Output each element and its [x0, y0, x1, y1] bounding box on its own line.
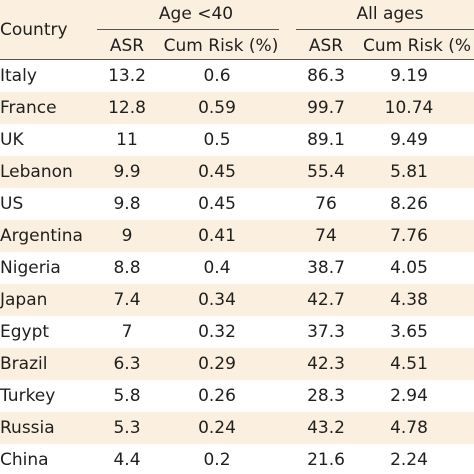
cell-asr-all: 37.3	[307, 322, 345, 342]
cell-asr-u40: 12.8	[108, 98, 146, 118]
cell-cum-all: 7.76	[390, 226, 428, 246]
cell-cum-u40: 0.5	[203, 130, 231, 150]
cell-asr-u40: 9.8	[113, 194, 141, 214]
table-row: Nigeria 8.8 0.4 38.7 4.05	[0, 252, 474, 284]
cell-asr-u40: 7.4	[113, 290, 141, 310]
cell-asr-u40: 9.9	[113, 162, 141, 182]
cell-cum-u40: 0.34	[198, 290, 236, 310]
table-row: Brazil 6.3 0.29 42.3 4.51	[0, 348, 474, 380]
cell-cum-u40: 0.29	[198, 354, 236, 374]
cell-cum-all: 4.05	[390, 258, 428, 278]
cell-cum-all: 9.19	[390, 66, 428, 86]
cell-country: France	[0, 98, 57, 118]
cell-country: UK	[0, 130, 24, 150]
cell-asr-all: 42.7	[307, 290, 345, 310]
table-row: Japan 7.4 0.34 42.7 4.38	[0, 284, 474, 316]
cell-cum-u40: 0.26	[198, 386, 236, 406]
cell-asr-all: 55.4	[307, 162, 345, 182]
cell-cum-u40: 0.45	[198, 162, 236, 182]
header-rule	[0, 59, 474, 60]
cell-cum-all: 5.81	[390, 162, 428, 182]
age-under-40-group-header: Age <40	[158, 4, 234, 24]
cell-country: Egypt	[0, 322, 50, 342]
cell-cum-all: 2.24	[390, 450, 428, 470]
all-ages-group-header: All ages	[356, 4, 424, 24]
cell-cum-all: 4.78	[390, 418, 428, 438]
table-row: France 12.8 0.59 99.7 10.74	[0, 92, 474, 124]
cell-asr-u40: 13.2	[108, 66, 146, 86]
cell-asr-all: 42.3	[307, 354, 345, 374]
cell-asr-all: 38.7	[307, 258, 345, 278]
cell-cum-u40: 0.2	[203, 450, 231, 470]
cell-cum-u40: 0.32	[198, 322, 236, 342]
cell-country: Japan	[0, 290, 48, 310]
table-row: Lebanon 9.9 0.45 55.4 5.81	[0, 156, 474, 188]
cell-asr-u40: 8.8	[113, 258, 141, 278]
cell-country: Nigeria	[0, 258, 61, 278]
cell-asr-u40: 5.3	[113, 418, 141, 438]
asr-column-header: ASR	[308, 36, 344, 56]
cell-asr-u40: 5.8	[113, 386, 141, 406]
cell-cum-u40: 0.24	[198, 418, 236, 438]
cum-risk-column-header: Cum Risk (%	[363, 36, 472, 56]
cell-asr-u40: 4.4	[113, 450, 141, 470]
cell-cum-all: 10.74	[384, 98, 434, 118]
cell-asr-all: 86.3	[307, 66, 345, 86]
table-header: Country Age <40 All ages ASR Cum Risk (%…	[0, 0, 474, 59]
table-row: Argentina 9 0.41 74 7.76	[0, 220, 474, 252]
table-row: Egypt 7 0.32 37.3 3.65	[0, 316, 474, 348]
group-divider-line	[296, 29, 474, 30]
cell-cum-u40: 0.45	[198, 194, 236, 214]
cell-cum-all: 8.26	[390, 194, 428, 214]
cell-asr-all: 28.3	[307, 386, 345, 406]
cell-country: Russia	[0, 418, 55, 438]
cell-asr-all: 89.1	[307, 130, 345, 150]
country-column-header: Country	[0, 20, 68, 40]
cell-country: Brazil	[0, 354, 48, 374]
cell-asr-all: 76	[315, 194, 337, 214]
cell-cum-all: 2.94	[390, 386, 428, 406]
cell-cum-all: 3.65	[390, 322, 428, 342]
table-row: US 9.8 0.45 76 8.26	[0, 188, 474, 220]
cell-cum-all: 4.38	[390, 290, 428, 310]
cell-country: China	[0, 450, 49, 470]
table-row: UK 11 0.5 89.1 9.49	[0, 124, 474, 156]
table-row: Russia 5.3 0.24 43.2 4.78	[0, 412, 474, 444]
cell-asr-all: 74	[315, 226, 337, 246]
cell-asr-u40: 9	[121, 226, 133, 246]
cell-country: Italy	[0, 66, 37, 86]
cell-country: Lebanon	[0, 162, 73, 182]
cell-asr-all: 99.7	[307, 98, 345, 118]
cell-cum-all: 9.49	[390, 130, 428, 150]
cell-cum-u40: 0.41	[198, 226, 236, 246]
cell-country: US	[0, 194, 24, 214]
cell-cum-all: 4.51	[390, 354, 428, 374]
cell-cum-u40: 0.4	[203, 258, 231, 278]
cell-asr-all: 21.6	[307, 450, 345, 470]
cell-asr-u40: 11	[116, 130, 138, 150]
cell-asr-u40: 6.3	[113, 354, 141, 374]
cell-country: Argentina	[0, 226, 83, 246]
cell-asr-u40: 7	[121, 322, 133, 342]
group-divider-line	[97, 29, 279, 30]
asr-column-header: ASR	[109, 36, 145, 56]
cell-asr-all: 43.2	[307, 418, 345, 438]
table-row: Italy 13.2 0.6 86.3 9.19	[0, 60, 474, 92]
table-row: China 4.4 0.2 21.6 2.24	[0, 444, 474, 474]
cell-country: Turkey	[0, 386, 56, 406]
cell-cum-u40: 0.6	[203, 66, 231, 86]
table-row: Turkey 5.8 0.26 28.3 2.94	[0, 380, 474, 412]
cell-cum-u40: 0.59	[198, 98, 236, 118]
cum-risk-column-header: Cum Risk (%)	[163, 36, 279, 56]
